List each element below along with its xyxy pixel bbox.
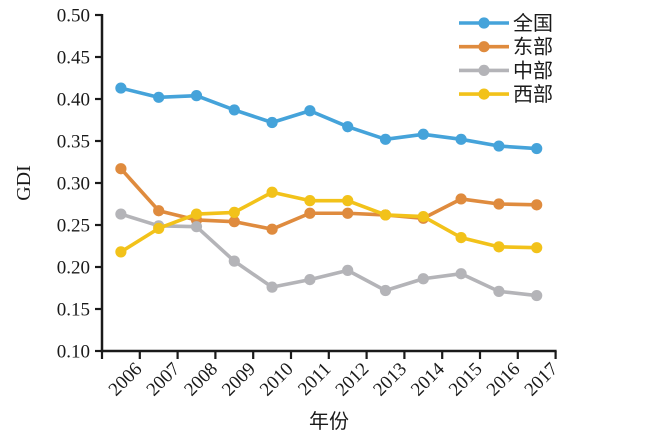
legend-marker (478, 64, 490, 76)
series-point-0 (455, 133, 467, 145)
series-point-2 (228, 255, 240, 267)
legend-label: 中部 (513, 59, 553, 82)
series-point-3 (190, 208, 203, 220)
x-tick-label: 2013 (369, 359, 411, 401)
y-tick-label: 0.40 (57, 90, 90, 111)
x-tick-label: 2017 (521, 359, 563, 401)
series-point-1 (342, 207, 354, 219)
series-point-1 (304, 207, 316, 219)
series-point-3 (493, 241, 505, 253)
series-point-0 (531, 142, 543, 155)
x-tick-label: 2016 (483, 359, 525, 401)
series-point-2 (455, 268, 467, 280)
x-tick-label: 2010 (256, 359, 298, 401)
series-point-2 (493, 285, 505, 297)
y-tick-label: 0.30 (57, 174, 90, 195)
series-point-3 (379, 209, 392, 221)
legend-marker (478, 41, 490, 53)
series-point-2 (190, 221, 203, 233)
series-point-2 (115, 208, 127, 220)
series-point-1 (115, 163, 127, 175)
x-tick-label: 2011 (294, 359, 335, 400)
x-tick-label: 2015 (445, 359, 487, 401)
series-point-3 (228, 206, 240, 218)
series-point-1 (228, 216, 240, 228)
series-point-2 (342, 264, 354, 276)
series-point-0 (304, 105, 316, 117)
series-point-0 (153, 91, 165, 103)
series-point-0 (115, 82, 127, 94)
series-point-2 (304, 274, 316, 286)
x-tick-label: 2012 (332, 359, 374, 401)
series-point-0 (228, 104, 240, 116)
y-axis-title: GDI (13, 165, 35, 201)
series-line-1 (119, 166, 539, 231)
series-point-0 (266, 116, 278, 129)
series-point-0 (342, 121, 354, 133)
series-point-1 (531, 199, 543, 211)
y-tick-label: 0.25 (57, 216, 90, 237)
y-tick-label: 0.50 (57, 6, 90, 27)
legend-marker (478, 88, 490, 100)
series-point-3 (266, 186, 278, 198)
series-point-0 (190, 90, 203, 102)
x-axis-title: 年份 (309, 410, 349, 433)
series-point-3 (531, 242, 543, 254)
y-tick-label: 0.20 (57, 258, 90, 279)
legend-label: 东部 (513, 36, 553, 59)
series-point-2 (379, 284, 392, 297)
series-line-2 (119, 212, 539, 298)
series-point-2 (266, 281, 278, 293)
series-point-3 (304, 195, 316, 207)
legend-label: 西部 (513, 83, 553, 106)
series-point-3 (417, 211, 429, 223)
series-point-3 (115, 246, 127, 258)
x-tick-label: 2006 (105, 359, 147, 401)
y-tick-label: 0.35 (57, 132, 90, 153)
y-tick-label: 0.15 (57, 300, 90, 321)
chart-generated-layer: 0.50 0.45 0.40 0.35 0.30 0.25 0.20 0.15 0.10 2006… (57, 6, 562, 401)
x-tick-label: 2008 (180, 359, 222, 401)
legend-marker (478, 17, 490, 29)
series-point-0 (417, 128, 429, 140)
series-point-1 (266, 223, 278, 235)
series-point-0 (379, 133, 392, 145)
x-tick-label: 2014 (407, 358, 449, 400)
series-point-1 (493, 198, 505, 210)
legend-label: 全国 (513, 12, 553, 35)
series-point-0 (493, 140, 505, 152)
series-point-2 (417, 273, 429, 285)
series-point-1 (455, 193, 467, 205)
x-tick-label: 2009 (218, 359, 260, 401)
series-point-2 (531, 289, 543, 302)
series-point-1 (153, 205, 165, 217)
series-line-0 (119, 86, 539, 151)
x-tick-label: 2007 (143, 359, 185, 401)
series-point-3 (455, 232, 467, 244)
y-tick-label: 0.45 (57, 48, 90, 69)
y-tick-label: 0.10 (57, 342, 90, 363)
series-point-3 (342, 195, 354, 207)
series-line-3 (119, 190, 539, 254)
series-point-3 (153, 222, 165, 234)
